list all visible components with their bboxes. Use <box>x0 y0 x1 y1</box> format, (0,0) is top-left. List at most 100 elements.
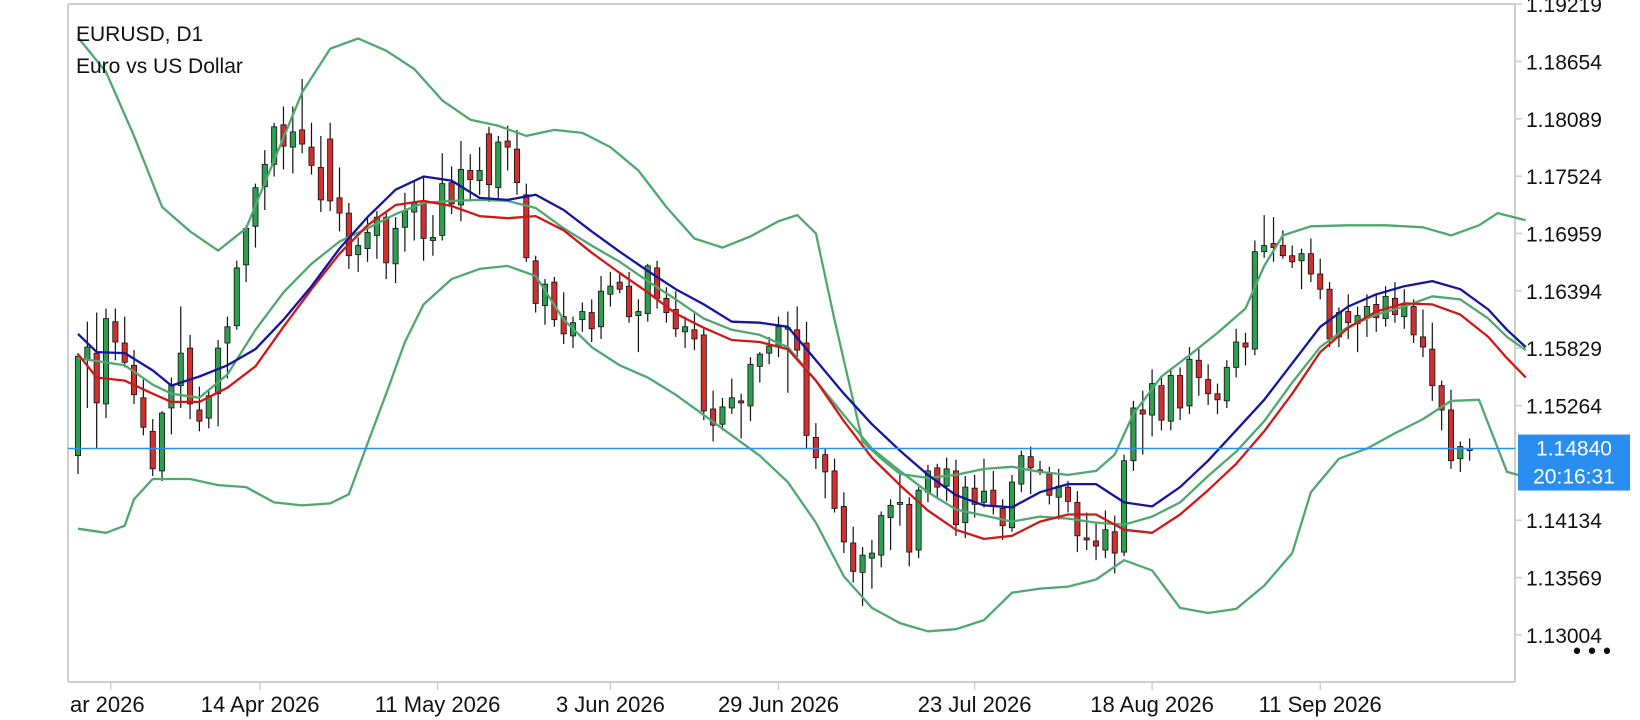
candle <box>411 181 418 241</box>
candle-body <box>383 216 390 264</box>
candle <box>1419 309 1426 358</box>
candle-body <box>943 468 950 487</box>
candle <box>1307 238 1314 283</box>
bollinger-middle-line <box>77 198 1527 526</box>
candle-body <box>439 183 446 236</box>
x-tick-label: ar 2026 <box>70 692 145 717</box>
candle <box>831 458 838 513</box>
candle-body <box>187 347 194 405</box>
candle <box>915 487 922 559</box>
candle <box>233 260 240 330</box>
candle-body <box>429 237 436 241</box>
bollinger-upper-line <box>77 36 1526 480</box>
candle <box>728 378 735 415</box>
candle-body <box>971 487 978 505</box>
candles-layer <box>75 79 1473 606</box>
x-axis: ar 2026 14 Apr 2026 11 May 2026 3 Jun 2026 2… <box>70 682 1382 717</box>
candle <box>1242 332 1249 366</box>
candle <box>1093 521 1100 561</box>
candle-body <box>635 311 642 316</box>
more-options-icon[interactable]: ••• <box>1571 640 1616 665</box>
candle-body <box>1102 529 1109 551</box>
candle <box>794 306 801 358</box>
candle-body <box>1121 460 1128 553</box>
candle-body <box>1261 245 1268 253</box>
candle-body <box>1195 359 1202 378</box>
x-tick-label: 29 Jun 2026 <box>718 692 839 717</box>
price-tag-countdown: 20:16:31 <box>1533 466 1615 489</box>
candle <box>485 126 492 202</box>
candle <box>1083 512 1090 551</box>
candle <box>1466 438 1473 461</box>
candle <box>271 122 278 177</box>
y-tick-label: 1.15264 <box>1526 396 1602 419</box>
candle-body <box>299 129 306 145</box>
candle-body <box>616 281 623 290</box>
candle-body <box>719 406 726 425</box>
candle-body <box>607 285 614 295</box>
candle-body <box>1046 473 1053 496</box>
candle-body <box>560 316 567 335</box>
candle-body <box>504 140 511 148</box>
candle <box>513 129 520 195</box>
candle-body <box>579 311 586 321</box>
candle <box>887 499 894 551</box>
candle <box>355 237 362 272</box>
candle-body <box>75 355 82 457</box>
candle-body <box>700 334 707 412</box>
candle <box>943 457 950 502</box>
candle-body <box>980 490 987 503</box>
candle <box>822 448 829 499</box>
candle <box>252 183 259 248</box>
candle-body <box>364 231 371 250</box>
candle <box>1233 328 1240 378</box>
candle-body <box>205 395 212 419</box>
candle <box>159 411 166 482</box>
candle <box>476 147 483 195</box>
candle-body <box>654 267 661 299</box>
candle <box>317 135 324 213</box>
candle <box>588 299 595 342</box>
x-tick-label: 11 May 2026 <box>375 692 501 717</box>
candle <box>439 153 446 241</box>
candle <box>1167 369 1174 431</box>
candle <box>243 225 250 283</box>
candle <box>1289 245 1296 268</box>
y-tick-label: 1.17524 <box>1526 166 1602 189</box>
candle-body <box>308 146 315 166</box>
candle <box>952 459 959 536</box>
candle-body <box>626 285 633 318</box>
candle <box>1177 367 1184 421</box>
candle <box>1223 360 1230 408</box>
candle <box>1326 282 1333 348</box>
candle <box>1317 258 1324 300</box>
candle-body <box>84 346 91 360</box>
candle <box>878 511 885 568</box>
candle <box>1195 347 1202 396</box>
candle <box>1065 481 1072 513</box>
candle-body <box>1317 273 1324 290</box>
candle-body <box>850 542 857 572</box>
candle <box>700 328 707 421</box>
candle-body <box>896 501 903 505</box>
x-tick-label: 23 Jul 2026 <box>918 692 1032 717</box>
bollinger-lower-line <box>77 264 1527 633</box>
candle <box>420 177 427 261</box>
candle-body <box>1457 446 1464 460</box>
price-tag: 1.14840 20:16:31 <box>1518 434 1630 491</box>
candle <box>738 393 745 439</box>
candle <box>75 353 82 474</box>
candle <box>756 352 763 383</box>
candle <box>682 316 689 349</box>
candle-body <box>962 486 969 524</box>
y-tick-label: 1.16394 <box>1526 281 1602 304</box>
candle-body <box>523 194 530 259</box>
candle <box>896 474 903 526</box>
candle-body <box>1083 537 1090 541</box>
candle <box>840 492 847 554</box>
candle-body <box>495 141 502 189</box>
candle <box>1055 468 1062 520</box>
x-tick-label: 11 Sep 2026 <box>1259 692 1382 717</box>
x-tick-label: 18 Aug 2026 <box>1090 692 1214 717</box>
